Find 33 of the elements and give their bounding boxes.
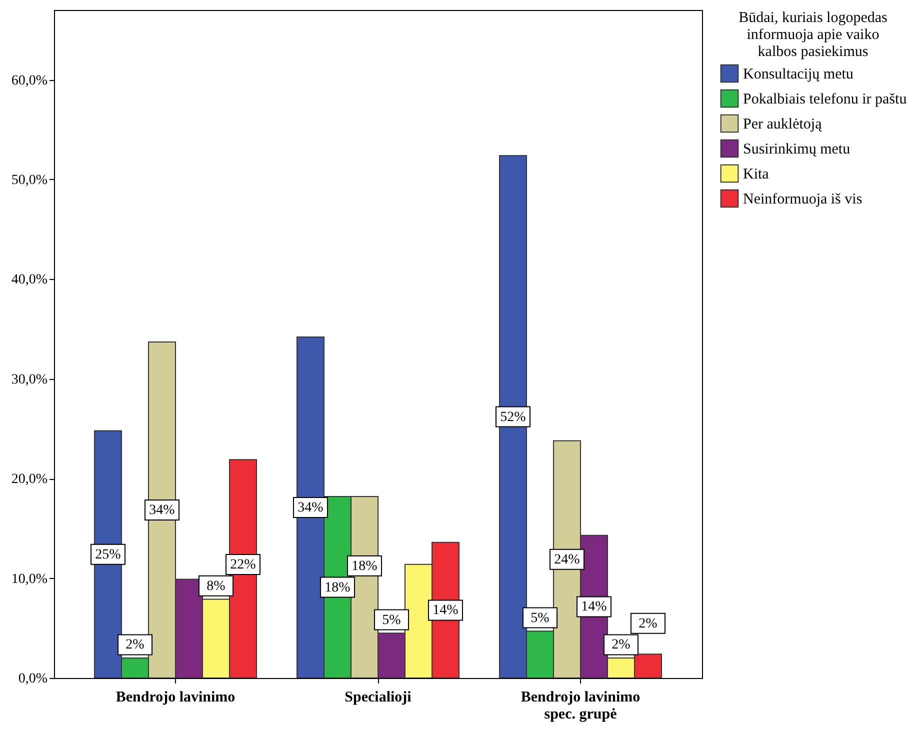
- data-label: 22%: [230, 558, 256, 572]
- data-label: 2%: [638, 616, 658, 632]
- y-tick-label: 10,0%: [11, 572, 48, 587]
- legend-title: Būdai, kuriais logopedas informuoja apie vaiko kalbos pasiekimus: [738, 10, 888, 60]
- data-label: 2%: [126, 638, 145, 653]
- y-tick-label: 50,0%: [11, 172, 48, 188]
- y-tick-label: 60,0%: [11, 73, 48, 88]
- legend-label: Pokalbiais telefonu ir paštu: [743, 92, 908, 108]
- y-tick-label: 0,0%: [18, 672, 48, 686]
- x-tick-label: Bendrojo lavinimo spec. grupė: [520, 690, 640, 722]
- data-label: 18%: [324, 580, 351, 596]
- data-label: 14%: [432, 603, 459, 618]
- x-tick-label: Specialioji: [344, 690, 412, 706]
- y-tick-label: 40,0%: [11, 272, 48, 288]
- legend-label: Neinformuoja iš vis: [743, 192, 862, 208]
- data-label: 5%: [530, 610, 550, 626]
- y-tick-label: 20,0%: [11, 472, 48, 488]
- data-label: 8%: [206, 578, 226, 594]
- data-label: 5%: [382, 612, 402, 628]
- data-label: 14%: [581, 600, 608, 615]
- legend-label: Kita: [743, 166, 770, 182]
- data-label: 52%: [500, 410, 526, 425]
- legend-label: Konsultacijų metu: [743, 66, 854, 82]
- x-tick-label: Bendrojo lavinimo: [116, 690, 236, 706]
- data-label: 34%: [149, 503, 176, 518]
- data-label: 18%: [352, 558, 378, 574]
- legend-label: Per auklėtoją: [743, 116, 822, 132]
- data-label: 2%: [612, 638, 631, 653]
- legend-label: Susirinkimų metu: [743, 142, 851, 158]
- y-tick-label: 30,0%: [11, 372, 48, 388]
- data-label: 25%: [95, 547, 122, 562]
- data-label: 24%: [554, 552, 580, 568]
- data-label: 34%: [298, 500, 324, 516]
